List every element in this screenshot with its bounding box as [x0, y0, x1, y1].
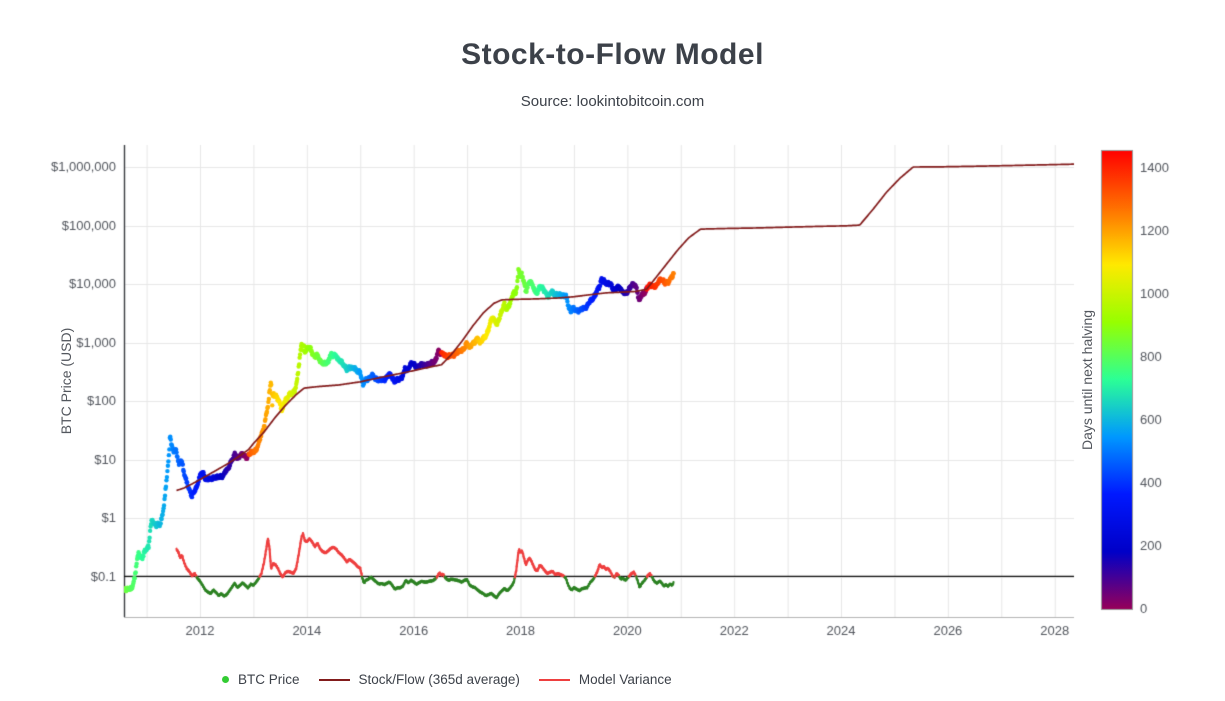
legend-label: Stock/Flow (365d average)	[358, 672, 520, 687]
legend-item-btc-price[interactable]: BTC Price	[222, 672, 300, 687]
legend-item-model-variance[interactable]: Model Variance	[538, 672, 672, 687]
page-title: Stock-to-Flow Model	[461, 38, 764, 71]
chart-legend: BTC Price Stock/Flow (365d average) Mode…	[222, 672, 672, 687]
btc-price-dot-icon	[222, 676, 229, 683]
stock-flow-line-icon	[318, 678, 350, 681]
legend-label: Model Variance	[578, 672, 672, 687]
y-axis-label: BTC Price (USD)	[58, 327, 74, 435]
legend-item-stock-flow[interactable]: Stock/Flow (365d average)	[318, 672, 520, 687]
model-variance-line-icon	[538, 678, 570, 681]
colorbar-label: Days until next halving	[1079, 309, 1095, 451]
legend-label: BTC Price	[238, 672, 300, 687]
chart-subtitle: Source: lookintobitcoin.com	[520, 93, 705, 110]
